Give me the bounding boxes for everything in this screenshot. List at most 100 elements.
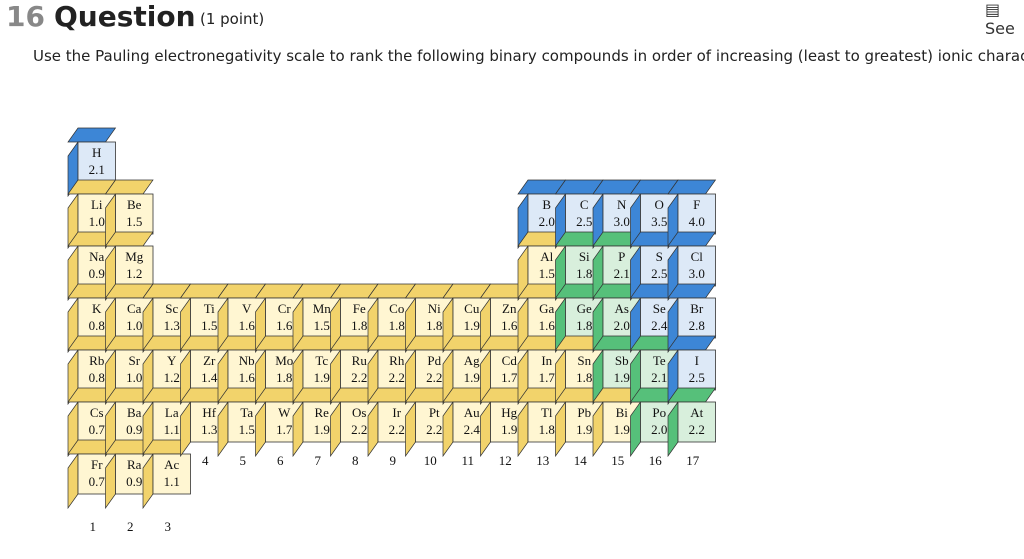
electronegativity: 1.5 [201,318,217,333]
electronegativity: 1.8 [576,266,592,281]
electronegativity: 1.8 [276,370,292,385]
electronegativity: 2.2 [351,422,367,437]
electronegativity: 1.9 [576,422,592,437]
element-symbol: Cd [502,353,518,368]
element-symbol: O [655,197,664,212]
element-symbol: N [617,197,627,212]
element-symbol: Ga [539,301,554,316]
element-symbol: Cs [90,405,104,420]
element-symbol: Hf [202,405,216,420]
question-title: Question [54,0,196,33]
element-symbol: As [615,301,629,316]
electronegativity: 3.0 [614,214,630,229]
electronegativity: 0.8 [89,318,105,333]
electronegativity: 1.6 [239,318,256,333]
element-symbol: Mn [313,301,332,316]
group-number: 4 [202,453,209,468]
element-symbol: Si [579,249,590,264]
electronegativity: 1.9 [614,422,630,437]
electronegativity: 1.6 [276,318,293,333]
electronegativity: 3.0 [689,266,705,281]
element-symbol: W [278,405,291,420]
electronegativity: 1.8 [426,318,442,333]
element-symbol: Na [89,249,104,264]
electronegativity: 2.8 [689,318,705,333]
group-number: 1 [90,519,97,534]
element-symbol: Ac [164,457,179,472]
element-symbol: Al [540,249,553,264]
group-number: 5 [240,453,247,468]
see-link[interactable]: ▤ See [985,0,1015,38]
element-symbol: Y [167,353,177,368]
element-symbol: Te [653,353,666,368]
element-symbol: Ni [428,301,441,316]
electronegativity: 1.7 [276,422,293,437]
group-number: 14 [574,453,588,468]
element-symbol: S [656,249,663,264]
electronegativity: 1.5 [126,214,142,229]
element-symbol: Rh [389,353,405,368]
element-symbol: Sc [165,301,178,316]
element-symbol: Pt [429,405,440,420]
group-number: 3 [165,519,172,534]
cell [115,193,154,235]
electronegativity: 2.2 [351,370,367,385]
electronegativity: 1.2 [126,266,142,281]
electronegativity: 1.0 [126,370,142,385]
element-symbol: V [242,301,252,316]
element-symbol: La [165,405,179,420]
element-symbol: P [618,249,625,264]
electronegativity: 1.8 [576,370,592,385]
electronegativity: 1.2 [164,370,180,385]
element-symbol: Po [652,405,666,420]
electronegativity: 1.5 [314,318,330,333]
group-number: 8 [352,453,359,468]
element-symbol: Br [690,301,704,316]
electronegativity: 0.9 [89,266,105,281]
electronegativity: 1.6 [501,318,518,333]
electronegativity: 1.6 [239,370,256,385]
electronegativity: 1.9 [314,370,330,385]
electronegativity: 2.2 [426,370,442,385]
group-number: 11 [461,453,474,468]
element-symbol: K [92,301,102,316]
electronegativity: 2.5 [689,370,705,385]
question-number: 16 [6,0,45,33]
electronegativity: 2.4 [651,318,668,333]
electronegativity: 2.1 [651,370,667,385]
electronegativity: 2.0 [539,214,555,229]
element-symbol: Fe [353,301,366,316]
electronegativity: 1.4 [201,370,218,385]
element-symbol: Ag [464,353,480,368]
element-symbol: F [693,197,700,212]
group-number: 2 [127,519,134,534]
element-symbol: Se [653,301,666,316]
electronegativity: 2.5 [651,266,667,281]
electronegativity: 2.2 [389,422,405,437]
element-symbol: At [690,405,703,420]
element-symbol: In [541,353,552,368]
cell [677,297,716,339]
element-symbol: B [542,197,551,212]
electronegativity: 1.9 [501,422,517,437]
electronegativity: 1.9 [314,422,330,437]
electronegativity: 1.9 [464,370,480,385]
group-number: 17 [686,453,700,468]
electronegativity: 4.0 [689,214,705,229]
element-symbol: Nb [239,353,255,368]
group-number: 9 [390,453,397,468]
electronegativity: 1.0 [126,318,142,333]
element-symbol: Sn [577,353,591,368]
see-text[interactable]: See [985,19,1015,38]
element-symbol: Mg [125,249,144,264]
electronegativity: 0.7 [89,422,106,437]
group-number: 16 [649,453,663,468]
element-symbol: Sr [128,353,140,368]
element-symbol: Cu [464,301,480,316]
element-symbol: Rb [89,353,104,368]
element-symbol: C [580,197,589,212]
electronegativity: 1.3 [164,318,180,333]
element-symbol: Ta [240,405,253,420]
